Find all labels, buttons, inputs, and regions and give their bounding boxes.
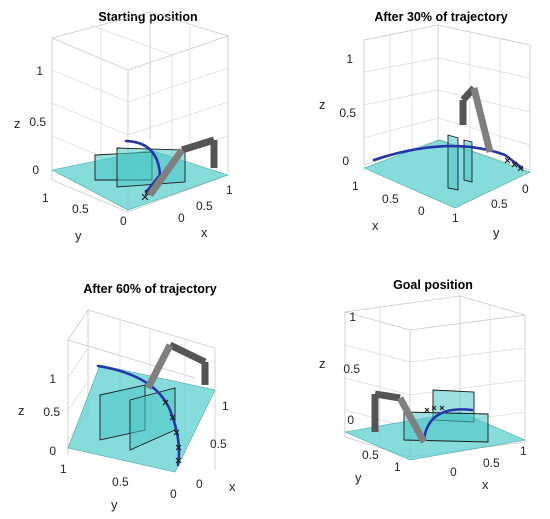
x-tick: 0 xyxy=(450,465,457,479)
x-tick: 0 xyxy=(178,211,185,225)
x-tick: 1 xyxy=(226,183,233,197)
z-tick: 1 xyxy=(349,310,356,324)
arm-link-lower xyxy=(147,147,185,198)
y-tick: 1 xyxy=(42,191,49,205)
x-tick: 0.5 xyxy=(196,199,213,213)
z-tick: 0.5 xyxy=(339,106,356,120)
y-axis-label: y xyxy=(75,228,82,243)
panel-after-60-percent: After 60% of trajectory 0 0.5 1 z 1 0.5 … xyxy=(18,282,236,512)
robot-arm xyxy=(147,136,218,198)
panel-title: Starting position xyxy=(98,10,197,24)
y-tick: 0.5 xyxy=(362,448,379,462)
x-tick: 1 xyxy=(520,444,527,458)
z-tick: 0 xyxy=(32,163,39,177)
x-axis-label: x xyxy=(482,477,489,492)
arm-link-lower xyxy=(144,343,174,390)
arm-link-lower xyxy=(396,396,428,444)
x-tick: 0.5 xyxy=(483,456,500,470)
z-tick: 0.5 xyxy=(43,405,60,419)
x-tick: 0 xyxy=(196,477,203,491)
x-axis-label: x xyxy=(201,225,208,240)
z-tick: 0 xyxy=(347,413,354,427)
panel-title: After 60% of trajectory xyxy=(83,282,216,296)
z-tick: 0.5 xyxy=(29,115,46,129)
robot-arm xyxy=(144,341,209,390)
goal-markers xyxy=(504,157,524,172)
trajectory-line xyxy=(422,408,474,442)
y-tick: 0 xyxy=(522,182,529,196)
z-axis-label: z xyxy=(14,116,21,131)
arm-link-upper xyxy=(168,341,207,366)
panel-goal-position: Goal position 0 0.5 1 z 0.5 1 y 0 0.5 1 … xyxy=(319,278,527,492)
panel-starting-position: Starting position 0 0.5 1 z 1 0.5 0 y 0 … xyxy=(14,10,233,243)
y-tick: 0.5 xyxy=(491,197,508,211)
z-axis-label: z xyxy=(319,97,326,112)
y-tick: 1 xyxy=(60,462,67,476)
target-plane xyxy=(463,139,473,183)
y-tick: 1 xyxy=(394,460,401,474)
trajectory-line xyxy=(372,144,524,170)
x-tick: 1 xyxy=(352,179,359,193)
y-tick: 0.5 xyxy=(72,202,89,216)
z-tick: 0 xyxy=(49,444,56,458)
y-tick: 1 xyxy=(452,211,459,225)
target-plane xyxy=(116,147,186,188)
axes-box xyxy=(363,24,531,171)
z-tick: 1 xyxy=(49,372,56,386)
goal-markers xyxy=(141,189,151,201)
panel-after-30-percent: After 30% of trajectory 0 0.5 1 z 1 0.5 … xyxy=(319,10,531,240)
goal-markers xyxy=(424,405,445,413)
z-tick: 0.5 xyxy=(343,362,360,376)
y-tick: 0 xyxy=(120,214,127,228)
y-axis-label: y xyxy=(355,470,362,485)
arm-link-upper xyxy=(374,390,401,402)
y-axis-label: y xyxy=(111,497,118,512)
x-axis-label: x xyxy=(372,218,379,233)
z-tick: 0 xyxy=(342,154,349,168)
z-tick: 1 xyxy=(36,64,43,78)
goal-markers xyxy=(162,399,182,464)
arm-link-lower xyxy=(470,87,494,153)
z-tick: 1 xyxy=(346,52,353,66)
robot-arm xyxy=(459,85,494,153)
panel-title: Goal position xyxy=(393,278,473,292)
x-axis-label: x xyxy=(229,479,236,494)
y-tick: 0 xyxy=(170,487,177,501)
arm-link-upper xyxy=(180,136,216,154)
z-axis-label: z xyxy=(18,403,25,418)
robot-arm xyxy=(371,390,428,444)
x-tick: 0.5 xyxy=(210,437,227,451)
x-tick: 1 xyxy=(222,399,229,413)
target-plane xyxy=(447,134,459,191)
x-tick: 0 xyxy=(418,204,425,218)
y-axis-label: y xyxy=(493,225,500,240)
panel-title: After 30% of trajectory xyxy=(374,10,507,24)
y-tick: 0.5 xyxy=(112,475,129,489)
x-tick: 0.5 xyxy=(382,192,399,206)
z-axis-label: z xyxy=(319,356,326,371)
